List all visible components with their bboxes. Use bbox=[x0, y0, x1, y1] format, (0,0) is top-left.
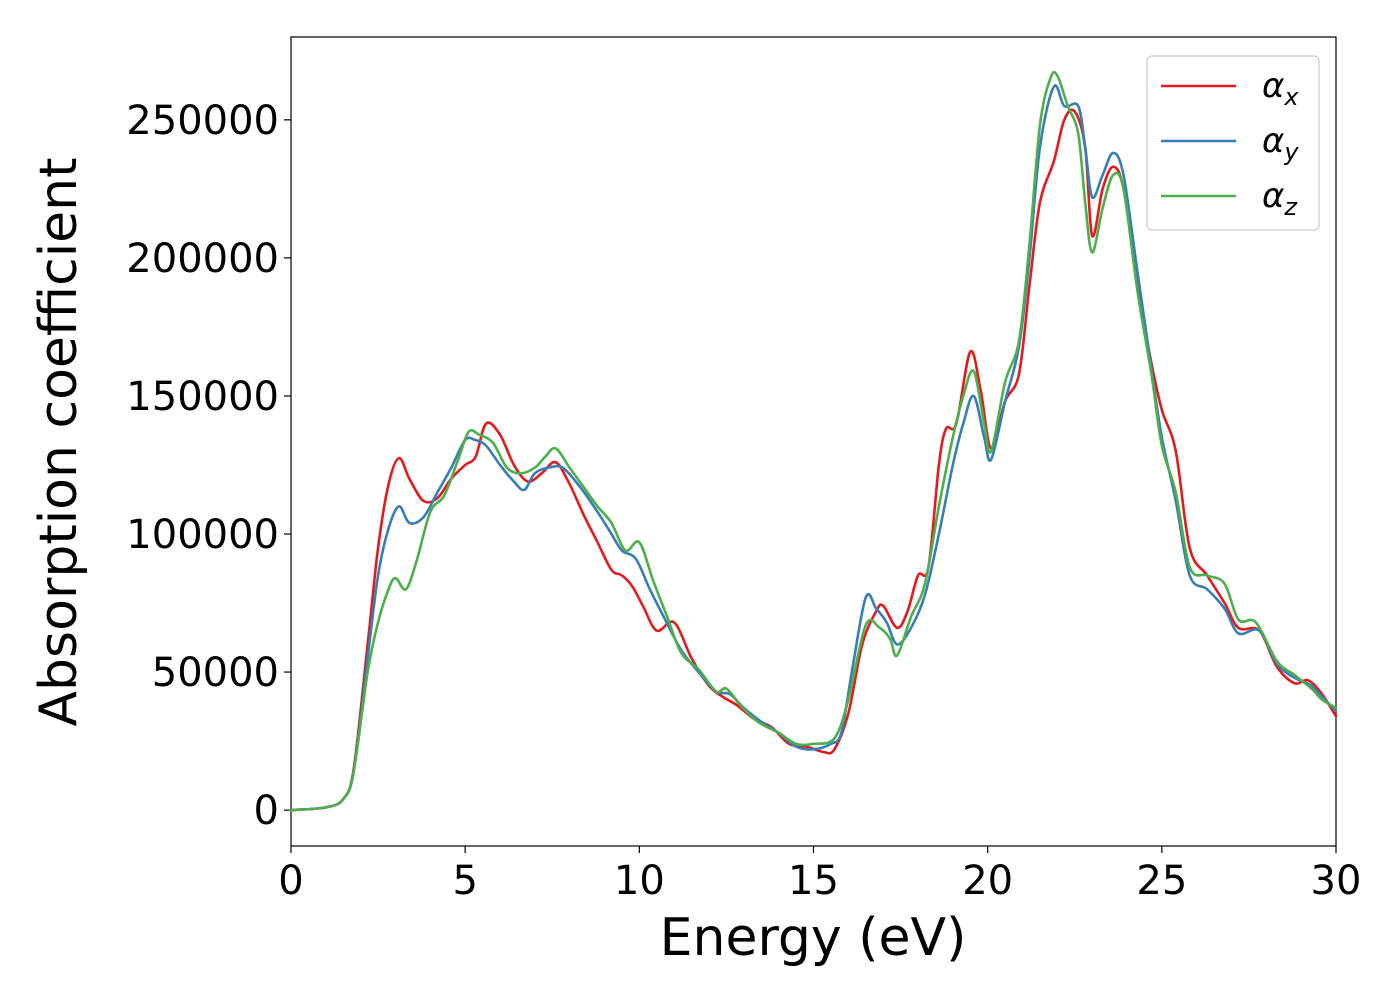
y-tick-label: 150000 bbox=[126, 374, 279, 420]
y-tick-label: 50000 bbox=[152, 650, 279, 696]
x-tick-label: 10 bbox=[614, 858, 665, 904]
y-tick-label: 250000 bbox=[126, 98, 279, 144]
x-tick-label: 5 bbox=[452, 858, 477, 904]
series-line-alpha-z bbox=[289, 70, 1338, 812]
x-tick-label: 0 bbox=[278, 858, 303, 904]
x-tick-label: 25 bbox=[1136, 858, 1187, 904]
x-tick-label: 15 bbox=[788, 858, 839, 904]
y-tick-label: 0 bbox=[254, 788, 279, 834]
y-axis: 0 50000 100000 150000 200000 250000 bbox=[126, 98, 291, 834]
y-tick-label: 100000 bbox=[126, 512, 279, 558]
series-line-alpha-y bbox=[289, 84, 1338, 812]
x-axis-title: Energy (eV) bbox=[660, 908, 967, 968]
series-layer bbox=[289, 70, 1338, 812]
y-axis-title: Absorption coefficient bbox=[29, 157, 89, 726]
x-axis: 0 5 10 15 20 25 30 bbox=[278, 846, 1361, 904]
y-tick-label: 200000 bbox=[126, 236, 279, 282]
legend-box bbox=[1146, 55, 1320, 231]
x-tick-label: 20 bbox=[962, 858, 1013, 904]
x-tick-label: 30 bbox=[1311, 858, 1362, 904]
